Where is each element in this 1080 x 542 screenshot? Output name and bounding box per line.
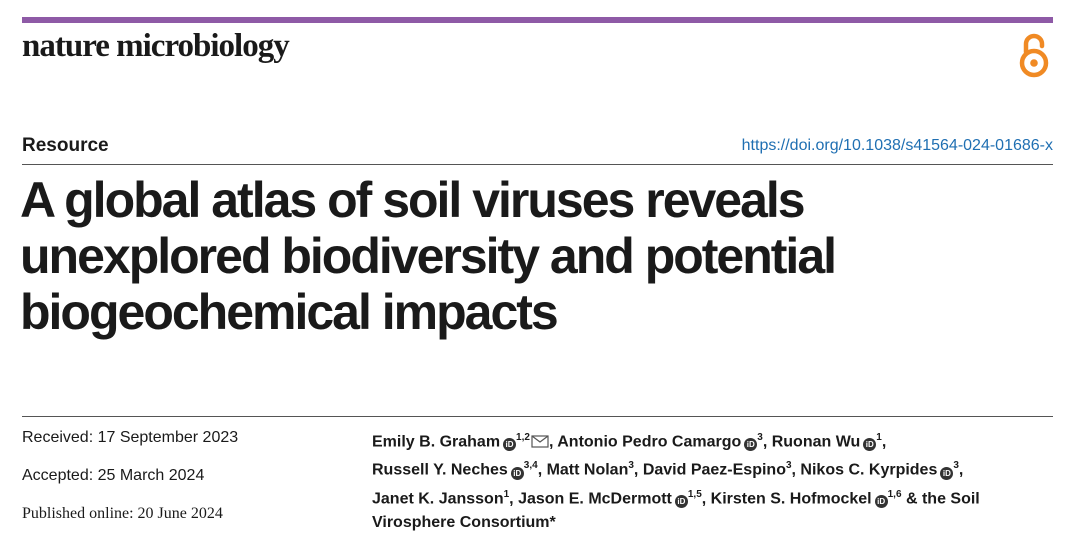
affiliation-sup: 3 xyxy=(757,432,763,443)
publication-dates: Received: 17 September 2023 Accepted: 25… xyxy=(22,428,238,542)
author-name[interactable]: Matt Nolan xyxy=(546,461,629,479)
consortium-text: & the Soil Virosphere Consortium* xyxy=(372,489,980,531)
orcid-icon[interactable]: iD xyxy=(510,466,524,480)
orcid-icon[interactable]: iD xyxy=(940,466,954,480)
author-name[interactable]: Ruonan Wu xyxy=(771,433,861,451)
author-name[interactable]: David Paez-Espino xyxy=(642,461,786,479)
meta-divider xyxy=(22,416,1053,417)
orcid-icon[interactable]: iD xyxy=(863,438,877,452)
orcid-icon[interactable]: iD xyxy=(674,494,688,508)
article-title: A global atlas of soil viruses reveals u… xyxy=(20,172,1060,340)
author-name[interactable]: Antonio Pedro Camargo xyxy=(557,433,742,451)
email-icon[interactable] xyxy=(531,435,549,448)
title-line: unexplored biodiversity and potential xyxy=(20,228,837,284)
affiliation-sup: 1 xyxy=(876,432,882,443)
title-line: A global atlas of soil viruses reveals xyxy=(20,172,806,228)
affiliation-sup: 1,6 xyxy=(887,488,902,500)
author-name[interactable]: Jason E. McDermott xyxy=(518,489,672,507)
orcid-icon[interactable]: iD xyxy=(744,438,758,452)
journal-name: nature microbiology xyxy=(22,28,290,64)
orcid-icon[interactable]: iD xyxy=(503,438,517,452)
header-divider xyxy=(22,164,1053,165)
journal-accent-bar xyxy=(22,17,1053,23)
author-name[interactable]: Kirsten S. Hofmockel xyxy=(710,489,872,507)
orcid-icon[interactable]: iD xyxy=(874,494,888,508)
author-name[interactable]: Nikos C. Kyrpides xyxy=(800,461,938,479)
article-type-label: Resource xyxy=(22,135,109,156)
affiliation-sup: 1 xyxy=(503,488,510,500)
affiliation-sup: 1,5 xyxy=(687,488,702,500)
open-access-lock-icon xyxy=(1019,33,1049,78)
author-name[interactable]: Emily B. Graham xyxy=(372,433,501,451)
affiliation-sup: 3 xyxy=(628,460,634,472)
accepted-date: Accepted: 25 March 2024 xyxy=(22,467,205,484)
affiliation-sup: 1,2 xyxy=(516,432,530,443)
received-date: Received: 17 September 2023 xyxy=(22,429,239,446)
affiliation-sup: 3 xyxy=(953,460,959,472)
author-name[interactable]: Janet K. Jansson xyxy=(372,489,504,507)
doi-link[interactable]: https://doi.org/10.1038/s41564-024-01686… xyxy=(741,137,1053,154)
author-list: Emily B. Graham iD1,2, Antonio Pedro Cama… xyxy=(372,432,980,531)
title-line: biogeochemical impacts xyxy=(20,284,559,340)
published-date: Published online: 20 June 2024 xyxy=(22,505,223,522)
author-name[interactable]: Russell Y. Neches xyxy=(372,461,508,479)
affiliation-sup: 3,4 xyxy=(523,460,538,472)
affiliation-sup: 3 xyxy=(785,460,792,472)
